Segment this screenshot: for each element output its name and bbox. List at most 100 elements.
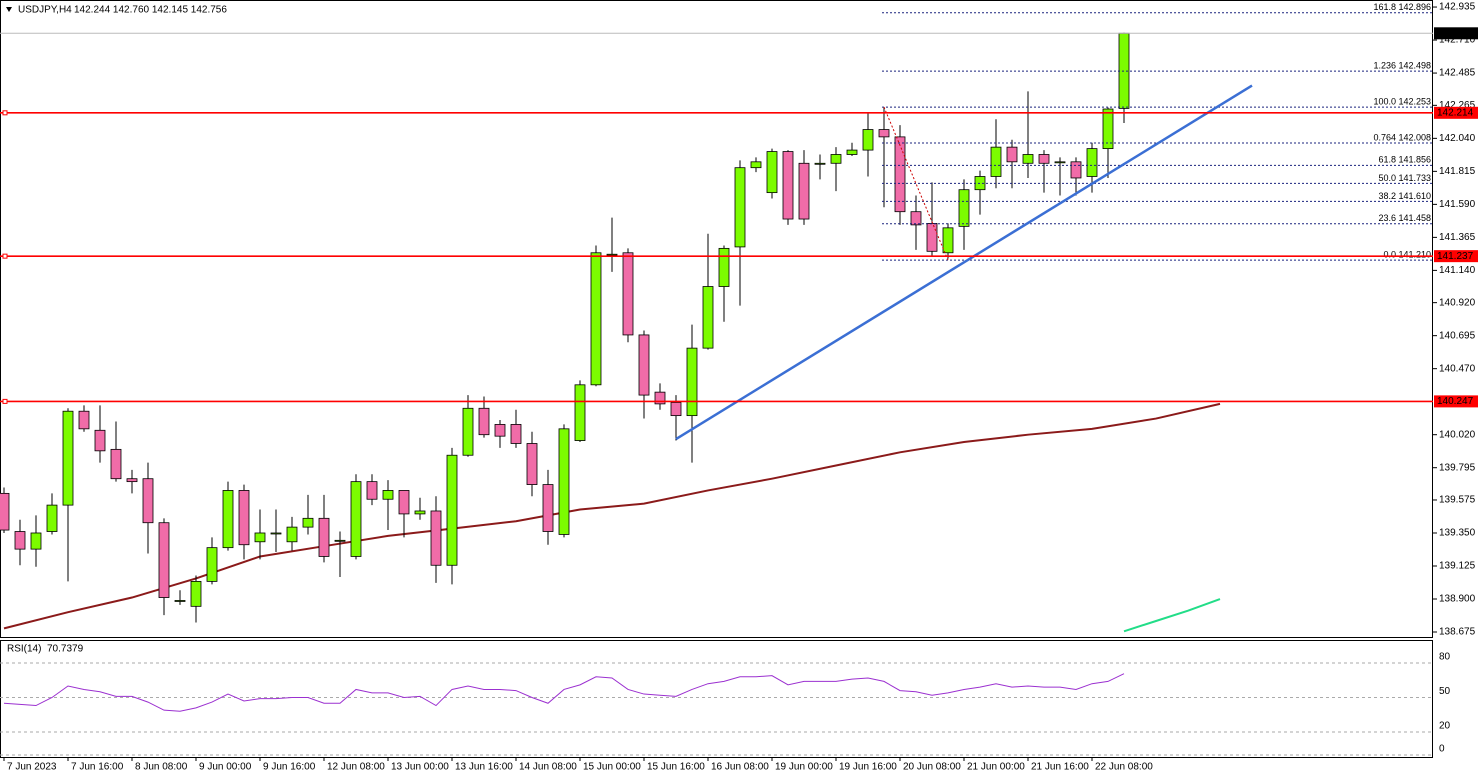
candle-body — [926, 223, 938, 252]
candle-body — [862, 129, 874, 151]
candle-body — [462, 407, 474, 456]
candle-body — [302, 517, 314, 528]
x-tick-label: 12 Jun 08:00 — [327, 762, 385, 773]
candle-body — [238, 490, 250, 546]
candle-body — [318, 517, 330, 557]
fib-label: 161.8 142.896 — [1373, 2, 1431, 12]
menu-icon — [6, 7, 12, 12]
y-tick-label: 141.590 — [1439, 199, 1476, 210]
candle-body — [510, 424, 522, 444]
rsi-tick-label: 0 — [1439, 744, 1445, 755]
candle-body — [942, 227, 954, 254]
candle-body — [830, 154, 842, 164]
candle-body — [542, 484, 554, 532]
x-tick-label: 19 Jun 16:00 — [839, 762, 897, 773]
candle-body — [254, 532, 266, 543]
ohlc-text: 142.244 142.760 142.145 142.756 — [74, 5, 227, 16]
candle-body — [990, 146, 1002, 177]
candle-body — [350, 481, 362, 557]
main-panel — [0, 0, 1433, 638]
candle-body — [222, 490, 234, 549]
x-tick-label: 8 Jun 08:00 — [135, 762, 188, 773]
candle-body — [718, 247, 730, 287]
rsi-tick-label: 50 — [1439, 686, 1451, 697]
y-tick-label: 142.485 — [1439, 68, 1476, 79]
candle-body — [670, 402, 682, 417]
candle-body — [1006, 146, 1018, 163]
rsi-value: 70.7379 — [47, 644, 84, 655]
candle-body — [558, 428, 570, 535]
candle-body — [94, 429, 106, 452]
y-tick-label: 139.125 — [1439, 561, 1476, 572]
candle-body — [686, 347, 698, 417]
x-tick-label: 13 Jun 00:00 — [391, 762, 449, 773]
x-tick-label: 21 Jun 00:00 — [967, 762, 1025, 773]
candle-body — [270, 532, 282, 535]
x-tick-label: 21 Jun 16:00 — [1031, 762, 1089, 773]
candle-body — [110, 448, 122, 480]
y-tick-label: 138.675 — [1439, 627, 1476, 638]
candle-body — [190, 580, 202, 607]
candle-body — [606, 253, 618, 256]
last-price-label: 142.756 — [1437, 28, 1474, 39]
x-tick-label: 9 Jun 16:00 — [263, 762, 316, 773]
candle-body — [846, 149, 858, 155]
x-tick-label: 20 Jun 08:00 — [903, 762, 961, 773]
x-tick-label: 16 Jun 08:00 — [711, 762, 769, 773]
level-anchor — [2, 398, 8, 404]
candle-body — [30, 532, 42, 550]
rsi-tick-label: 20 — [1439, 721, 1451, 732]
x-tick-label: 9 Jun 00:00 — [199, 762, 252, 773]
candle-body — [398, 490, 410, 515]
y-tick-label: 140.695 — [1439, 330, 1476, 341]
candle-body — [286, 526, 298, 543]
candle-body — [158, 522, 170, 598]
candle-body — [654, 391, 666, 405]
candle-body — [78, 410, 90, 430]
candle-body — [782, 151, 794, 220]
y-tick-label: 140.470 — [1439, 363, 1476, 374]
fib-label: 0.764 142.008 — [1373, 132, 1431, 142]
y-tick-label: 142.040 — [1439, 133, 1476, 144]
y-tick-label: 139.350 — [1439, 528, 1476, 539]
y-tick-label: 141.365 — [1439, 232, 1476, 243]
fib-label: 50.0 141.733 — [1378, 173, 1431, 183]
y-tick-label: 141.140 — [1439, 265, 1476, 276]
candle-body — [0, 492, 10, 531]
level-label: 142.214 — [1437, 107, 1474, 118]
candle-body — [62, 410, 74, 506]
fib-label: 38.2 141.610 — [1378, 191, 1431, 201]
y-tick-label: 142.710 — [1439, 35, 1476, 46]
candle-body — [910, 211, 922, 226]
candle-body — [1070, 161, 1082, 179]
level-label: 141.237 — [1437, 251, 1474, 262]
candle-body — [446, 454, 458, 566]
fib-label: 0.0 141.210 — [1383, 249, 1431, 259]
candle-body — [798, 162, 810, 220]
y-tick-label: 139.795 — [1439, 462, 1476, 473]
moving-average — [1123, 598, 1221, 633]
y-tick-label: 142.265 — [1439, 100, 1476, 111]
level-label: 140.247 — [1437, 396, 1474, 407]
candle-body — [142, 478, 154, 524]
candle-body — [734, 167, 746, 248]
level-anchor — [2, 253, 8, 259]
candle-body — [334, 539, 346, 542]
x-tick-label: 7 Jun 16:00 — [71, 762, 124, 773]
candle-body — [958, 189, 970, 227]
candle-body — [574, 384, 586, 441]
candle-body — [638, 334, 650, 396]
y-tick-label: 140.020 — [1439, 429, 1476, 440]
rsi-title: RSI(14) — [7, 644, 41, 655]
chart-title: USDJPY,H4 — [18, 5, 72, 16]
rsi-line — [3, 673, 1125, 712]
candle-body — [1102, 108, 1114, 150]
candle-body — [126, 478, 138, 483]
y-tick-label: 139.575 — [1439, 495, 1476, 506]
x-tick-label: 15 Jun 16:00 — [647, 762, 705, 773]
x-tick-label: 15 Jun 00:00 — [583, 762, 641, 773]
y-tick-label: 142.935 — [1439, 2, 1476, 13]
